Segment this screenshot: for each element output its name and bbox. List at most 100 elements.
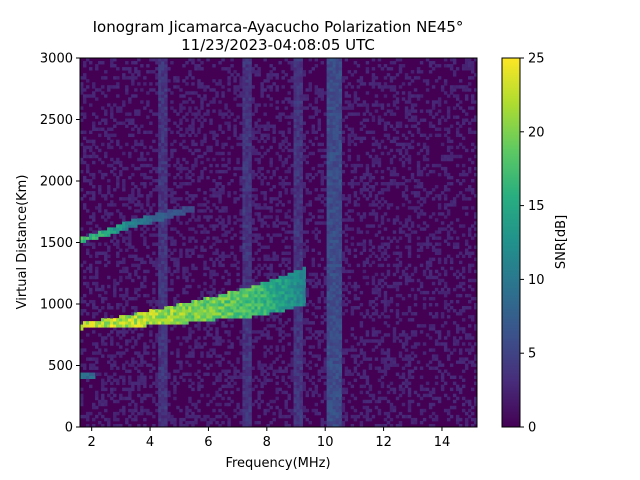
heatmap-cell bbox=[269, 188, 273, 192]
heatmap-cell bbox=[242, 197, 246, 201]
heatmap-cell bbox=[296, 275, 300, 280]
heatmap-cell bbox=[281, 375, 285, 379]
heatmap-cell bbox=[95, 269, 99, 274]
heatmap-cell bbox=[182, 115, 186, 119]
heatmap-cell bbox=[293, 79, 297, 83]
heatmap-cell bbox=[269, 145, 273, 150]
heatmap-cell bbox=[284, 169, 288, 174]
heatmap-cell bbox=[185, 112, 189, 116]
heatmap-cell bbox=[275, 375, 279, 379]
heatmap-cell bbox=[101, 160, 105, 165]
heatmap-cell bbox=[332, 266, 337, 271]
heatmap-cell bbox=[110, 230, 114, 234]
heatmap-cell bbox=[263, 351, 267, 355]
heatmap-cell bbox=[101, 318, 105, 322]
heatmap-cell bbox=[245, 357, 249, 361]
heatmap-cell bbox=[329, 309, 334, 313]
heatmap-cell bbox=[110, 58, 114, 62]
heatmap-cell bbox=[197, 130, 201, 135]
heatmap-cell bbox=[320, 169, 325, 174]
heatmap-cell bbox=[98, 206, 102, 210]
heatmap-cell bbox=[350, 405, 355, 410]
heatmap-cell bbox=[299, 423, 303, 428]
heatmap-cell bbox=[245, 423, 249, 428]
heatmap-cell bbox=[245, 130, 249, 135]
heatmap-cell bbox=[329, 351, 334, 355]
heatmap-cell bbox=[251, 296, 255, 301]
heatmap-cell bbox=[236, 73, 240, 77]
heatmap-cell bbox=[119, 351, 123, 355]
heatmap-cell bbox=[242, 384, 246, 389]
heatmap-cell bbox=[221, 163, 225, 168]
heatmap-cell bbox=[323, 197, 328, 201]
heatmap-cell bbox=[197, 94, 201, 98]
heatmap-cell bbox=[182, 269, 186, 274]
heatmap-cell bbox=[221, 191, 225, 195]
heatmap-cell bbox=[161, 121, 165, 125]
heatmap-cell bbox=[248, 106, 252, 110]
heatmap-cell bbox=[317, 230, 322, 234]
heatmap-cell bbox=[353, 94, 358, 98]
heatmap-cell bbox=[311, 248, 315, 252]
heatmap-cell bbox=[113, 124, 117, 128]
heatmap-cell bbox=[212, 312, 216, 316]
heatmap-cell bbox=[179, 206, 183, 210]
heatmap-cell bbox=[344, 248, 349, 252]
heatmap-cell bbox=[194, 115, 198, 119]
heatmap-cell bbox=[197, 381, 201, 386]
heatmap-cell bbox=[305, 94, 309, 98]
heatmap-cell bbox=[113, 423, 117, 428]
heatmap-cell bbox=[86, 321, 90, 325]
heatmap-cell bbox=[158, 284, 162, 289]
heatmap-cell bbox=[242, 85, 246, 89]
heatmap-cell bbox=[104, 94, 108, 98]
heatmap-cell bbox=[164, 236, 168, 240]
heatmap-cell bbox=[329, 260, 334, 265]
heatmap-cell bbox=[134, 67, 138, 71]
heatmap-cell bbox=[98, 121, 102, 125]
heatmap-cell bbox=[149, 218, 153, 222]
heatmap-cell bbox=[350, 218, 355, 222]
heatmap-cell bbox=[176, 369, 180, 373]
heatmap-cell bbox=[326, 175, 331, 180]
heatmap-cell bbox=[116, 157, 120, 162]
heatmap-cell bbox=[191, 263, 195, 268]
heatmap-cell bbox=[359, 339, 364, 343]
heatmap-cell bbox=[326, 342, 331, 346]
heatmap-cell bbox=[227, 79, 231, 83]
heatmap-cell bbox=[161, 254, 165, 259]
heatmap-cell bbox=[92, 245, 96, 249]
heatmap-cell bbox=[143, 324, 147, 328]
heatmap-cell bbox=[137, 378, 141, 383]
heatmap-cell bbox=[329, 336, 334, 340]
heatmap-cell bbox=[137, 384, 141, 389]
heatmap-cell bbox=[257, 215, 261, 219]
heatmap-cell bbox=[188, 306, 192, 310]
heatmap-cell bbox=[239, 133, 243, 138]
heatmap-cell bbox=[323, 363, 328, 367]
heatmap-cell bbox=[245, 408, 249, 413]
heatmap-cell bbox=[350, 312, 355, 316]
heatmap-cell bbox=[215, 299, 219, 304]
heatmap-cell bbox=[248, 327, 252, 331]
heatmap-cell bbox=[95, 233, 99, 237]
heatmap-cell bbox=[239, 312, 243, 316]
heatmap-cell bbox=[158, 103, 162, 107]
heatmap-cell bbox=[287, 293, 291, 298]
heatmap-cell bbox=[188, 97, 192, 101]
heatmap-cell bbox=[338, 103, 343, 107]
heatmap-cell bbox=[134, 360, 138, 364]
heatmap-cell bbox=[332, 124, 337, 128]
heatmap-cell bbox=[329, 109, 334, 113]
heatmap-cell bbox=[161, 257, 165, 262]
heatmap-cell bbox=[326, 188, 331, 192]
heatmap-cell bbox=[260, 218, 264, 222]
heatmap-cell bbox=[347, 251, 352, 255]
heatmap-cell bbox=[185, 61, 189, 65]
heatmap-cell bbox=[149, 163, 153, 168]
heatmap-cell bbox=[176, 166, 180, 171]
heatmap-cell bbox=[338, 136, 343, 141]
heatmap-cell bbox=[245, 417, 249, 422]
heatmap-cell bbox=[326, 97, 331, 101]
heatmap-cell bbox=[293, 233, 297, 237]
